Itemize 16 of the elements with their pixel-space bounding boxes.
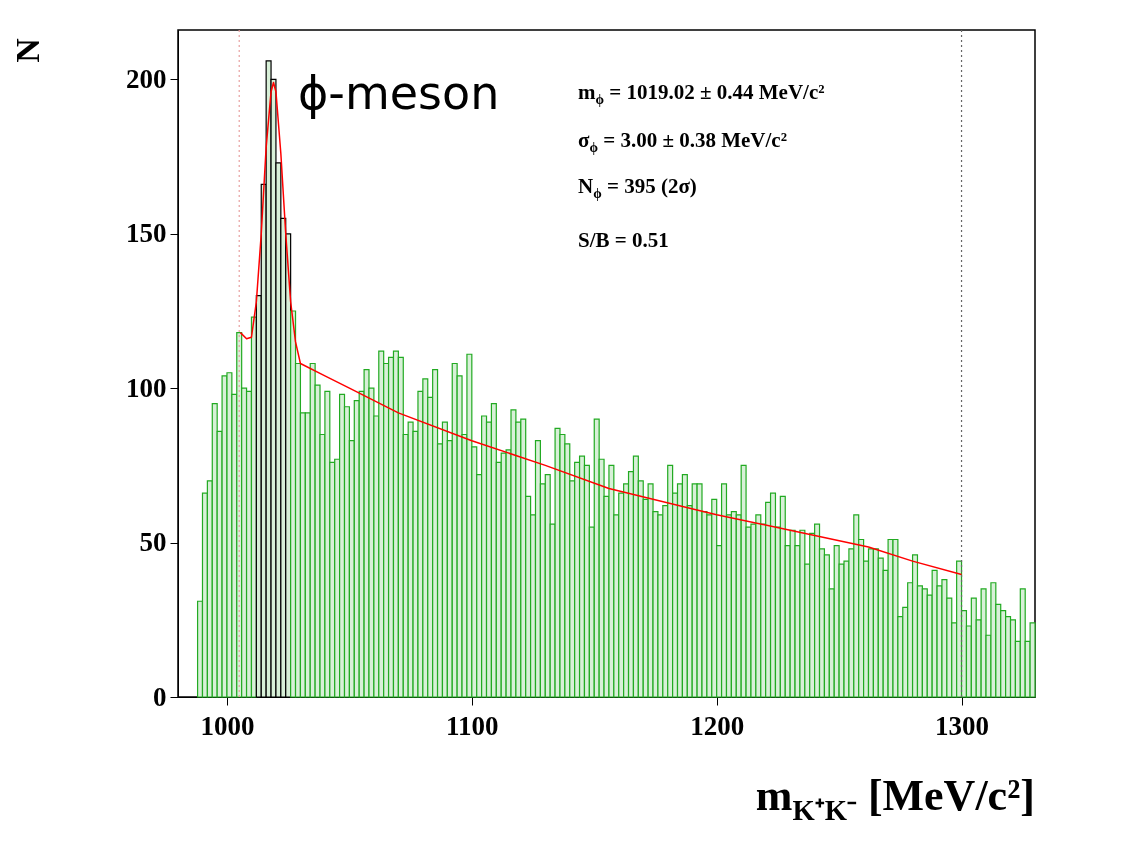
annotation: N$_{ϕ}$ = 395 (2σ) xyxy=(578,174,697,203)
annotation: ϕ-meson xyxy=(298,66,500,120)
y-tick-label: 0 xyxy=(153,681,167,712)
x-tick-label: 1200 xyxy=(690,710,745,741)
annotation: σ$_{ϕ}$ = 3.00 ± 0.38 MeV/c² xyxy=(578,128,787,157)
y-tick-label: 100 xyxy=(126,372,167,403)
y-axis-title: N xyxy=(8,37,46,63)
annotation: m$_{ϕ}$ = 1019.02 ± 0.44 MeV/c² xyxy=(578,80,825,109)
y-tick-label: 150 xyxy=(126,218,167,249)
annotation: S/B = 0.51 xyxy=(578,228,669,253)
y-tick-label: 50 xyxy=(139,527,167,558)
x-tick-label: 1100 xyxy=(446,710,499,741)
x-tick-label: 1300 xyxy=(935,710,990,741)
x-axis-title: m$_{K⁺K⁻}$ [MeV/c²] xyxy=(755,770,1035,828)
y-tick-label: 200 xyxy=(126,63,167,94)
x-tick-label: 1000 xyxy=(200,710,255,741)
